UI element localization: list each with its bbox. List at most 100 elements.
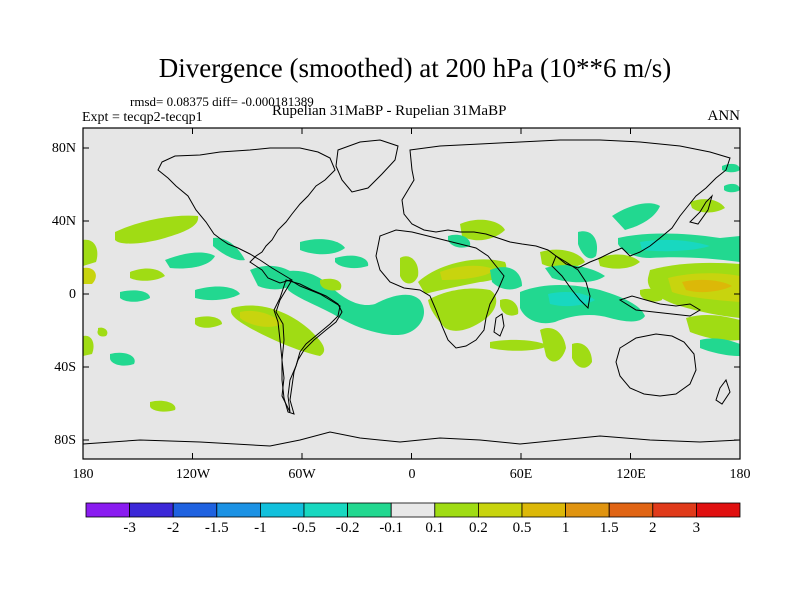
divergence-contour xyxy=(612,203,660,230)
x-tick-label: 0 xyxy=(408,467,416,482)
divergence-contour xyxy=(724,183,740,193)
coastline-new-zealand xyxy=(715,378,731,405)
colorbar-swatch xyxy=(347,502,392,518)
colorbar-swatch xyxy=(85,502,130,518)
colorbar-label: 0.1 xyxy=(425,520,445,536)
divergence-contour xyxy=(83,239,98,266)
divergence-contour xyxy=(682,279,732,293)
y-tick-label: 40S xyxy=(54,360,76,375)
colorbar-label: 0.2 xyxy=(469,520,488,536)
colorbar-swatch xyxy=(390,502,436,518)
colorbar-label: 2 xyxy=(649,520,657,536)
colorbar-swatch xyxy=(259,502,305,518)
colorbar-label: 1 xyxy=(561,520,570,536)
colorbar-swatch xyxy=(303,502,348,518)
divergence-contour xyxy=(195,286,240,301)
colorbar-label: -1 xyxy=(254,520,267,536)
colorbar-swatch xyxy=(434,502,479,518)
x-tick-label: 60E xyxy=(509,467,533,482)
divergence-contour xyxy=(165,252,215,269)
divergence-contour xyxy=(545,265,605,283)
coastline-india xyxy=(551,255,591,310)
divergence-contour xyxy=(500,298,519,316)
y-tick-label: 80S xyxy=(54,433,76,448)
divergence-contour xyxy=(578,231,598,259)
coastline-indonesia xyxy=(618,295,701,317)
colorbar-label: -1.5 xyxy=(204,520,229,536)
divergence-contour xyxy=(400,256,419,284)
coastline-africa xyxy=(375,229,505,349)
divergence-fields xyxy=(83,139,740,447)
colorbar-swatch xyxy=(608,502,654,518)
coastlines xyxy=(83,139,740,447)
colorbar-label: 1.5 xyxy=(599,520,619,536)
y-tick-label: 0 xyxy=(69,287,76,302)
colorbar-label: 0.5 xyxy=(512,520,532,536)
divergence-contour xyxy=(130,268,165,281)
divergence-contour xyxy=(110,352,135,366)
divergence-contour xyxy=(540,328,566,362)
colorbar-label: -0.1 xyxy=(379,520,404,536)
colorbar-swatch xyxy=(696,502,741,518)
y-tick-label: 40N xyxy=(51,214,76,229)
divergence-contour xyxy=(335,255,369,269)
y-tick-label: 80N xyxy=(51,141,76,156)
colorbar xyxy=(85,502,741,518)
divergence-contour xyxy=(640,239,710,252)
experiment-label: Expt = tecqp2-tecqp1 xyxy=(82,110,203,125)
divergence-contour xyxy=(240,310,282,327)
colorbar-swatch xyxy=(521,502,566,518)
divergence-contour xyxy=(150,400,176,412)
divergence-contour xyxy=(640,288,663,302)
axis-ticks xyxy=(82,128,741,459)
divergence-contour xyxy=(490,339,548,351)
divergence-contour xyxy=(448,234,471,248)
divergence-contour xyxy=(598,254,640,269)
divergence-contour xyxy=(490,267,522,290)
divergence-contour xyxy=(282,270,425,336)
colorbar-swatch xyxy=(477,502,523,518)
divergence-contour xyxy=(195,316,222,328)
x-tick-label: 120E xyxy=(616,467,646,482)
coastline-south-america xyxy=(273,279,343,415)
divergence-contour xyxy=(700,338,740,356)
colorbar-swatch xyxy=(565,502,610,518)
divergence-contour xyxy=(300,239,345,255)
divergence-contour xyxy=(97,327,108,337)
season-label: ANN xyxy=(707,108,741,124)
map-background xyxy=(83,128,740,459)
divergence-contour xyxy=(213,237,245,261)
colorbar-swatch xyxy=(652,502,697,518)
divergence-contour xyxy=(115,215,199,244)
colorbar-swatch xyxy=(216,502,261,518)
colorbar-label: -2 xyxy=(166,520,180,536)
divergence-contour xyxy=(722,163,740,173)
colorbar-swatch xyxy=(129,502,174,518)
x-tick-label: 60W xyxy=(288,467,316,482)
plot-title: Divergence (smoothed) at 200 hPa (10**6 … xyxy=(158,53,672,83)
divergence-contour xyxy=(690,199,725,213)
divergence-contour xyxy=(540,249,585,269)
divergence-contour xyxy=(320,278,342,291)
divergence-contour xyxy=(428,288,497,331)
divergence-contour xyxy=(460,219,505,241)
comparison-label: Rupelian 31MaBP - Rupelian 31MaBP xyxy=(272,103,507,119)
colorbar-label: 3 xyxy=(692,520,701,536)
divergence-contour xyxy=(440,265,495,280)
coastline-greenland xyxy=(335,139,399,193)
coastline-japan xyxy=(689,194,714,225)
colorbar-label: -0.2 xyxy=(335,520,360,536)
coastline-madagascar xyxy=(493,313,505,337)
colorbar-label: -0.5 xyxy=(292,520,316,536)
divergence-contour xyxy=(120,290,150,302)
divergence-contour xyxy=(83,267,96,284)
colorbar-swatch xyxy=(172,502,218,518)
divergence-contour xyxy=(83,335,94,356)
x-tick-label: 180 xyxy=(72,467,94,482)
coastline-antarctica xyxy=(83,431,740,447)
x-tick-label: 120W xyxy=(175,467,211,482)
coastline-australia xyxy=(615,333,697,397)
coastline-americas xyxy=(157,147,341,413)
divergence-contour xyxy=(686,314,740,341)
